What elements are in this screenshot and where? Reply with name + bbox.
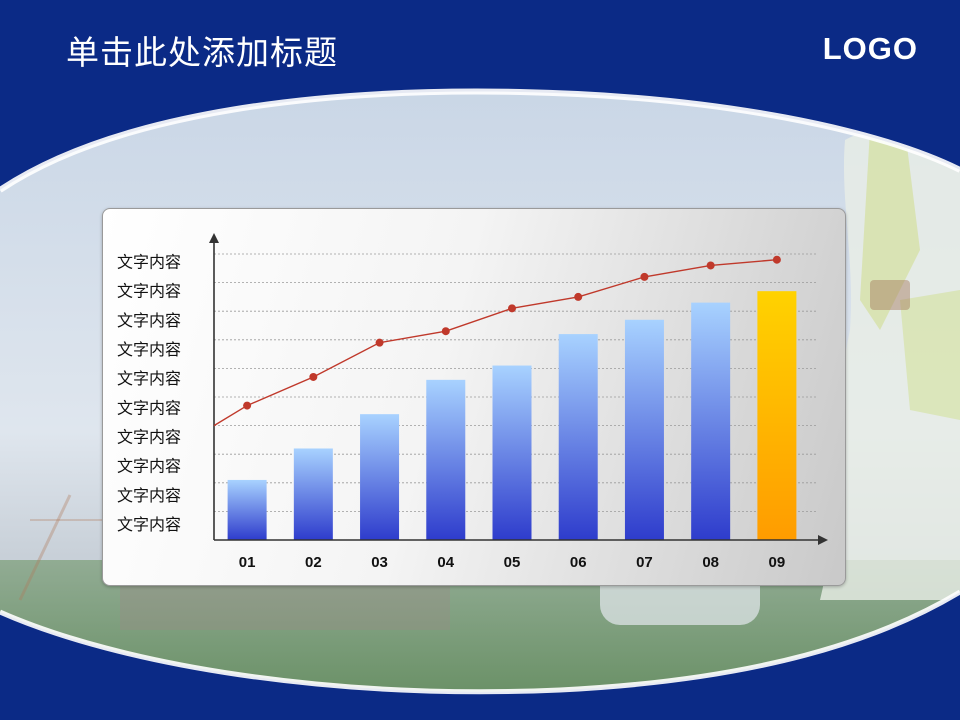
bar (360, 414, 400, 540)
y-tick-label: 文字内容 (117, 515, 181, 534)
bar (558, 334, 598, 540)
line-series (213, 259, 777, 427)
x-axis-arrow (818, 535, 828, 545)
x-tick-label: 04 (437, 554, 454, 571)
line-point (309, 372, 318, 381)
y-tick-label: 文字内容 (117, 252, 181, 271)
bar (624, 319, 664, 540)
line-point (772, 255, 781, 264)
y-tick-label: 文字内容 (117, 340, 181, 359)
x-tick-label: 08 (702, 554, 719, 571)
x-tick-label: 03 (371, 554, 388, 571)
bar (691, 302, 731, 540)
bar (293, 448, 333, 540)
line-point (375, 338, 384, 347)
y-tick-label: 文字内容 (117, 311, 181, 330)
y-tick-label: 文字内容 (117, 427, 181, 446)
y-tick-label: 文字内容 (117, 457, 181, 476)
x-tick-label: 02 (305, 554, 322, 571)
slide-title[interactable]: 单击此处添加标题 (66, 33, 338, 72)
x-tick-label: 01 (239, 554, 256, 571)
x-tick-label: 07 (636, 554, 653, 571)
logo: LOGO (822, 31, 918, 66)
y-tick-label: 文字内容 (117, 398, 181, 417)
line-point (640, 272, 649, 281)
line-point (508, 304, 516, 313)
bar (227, 479, 267, 540)
line-point (706, 261, 715, 270)
line-point (574, 292, 583, 301)
y-axis-arrow (209, 233, 219, 243)
y-tick-label: 文字内容 (117, 369, 181, 388)
x-tick-label: 05 (504, 554, 521, 571)
x-tick-label: 09 (769, 554, 786, 571)
y-tick-label: 文字内容 (117, 486, 181, 505)
bar (426, 379, 466, 540)
line-point (441, 327, 450, 336)
bar (757, 291, 797, 540)
y-tick-label: 文字内容 (117, 282, 181, 301)
line-point (243, 401, 252, 410)
x-tick-label: 06 (570, 554, 587, 571)
bar (492, 365, 532, 540)
